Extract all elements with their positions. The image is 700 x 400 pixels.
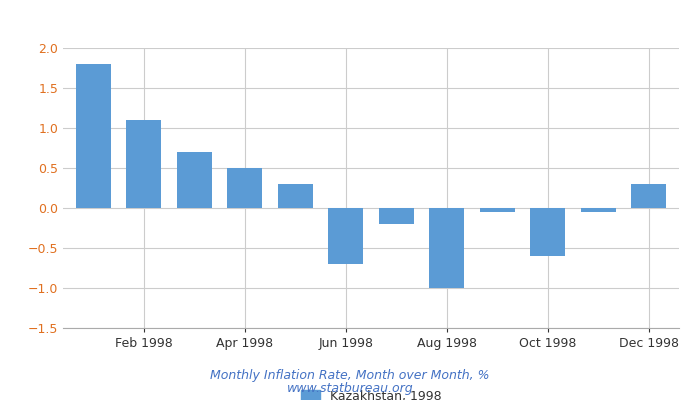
Bar [328, 208, 363, 264]
Bar [278, 184, 313, 208]
Bar [176, 152, 212, 208]
Bar [480, 208, 515, 212]
Bar [126, 120, 162, 208]
Bar [530, 208, 566, 256]
Bar [631, 184, 666, 208]
Bar [76, 64, 111, 208]
Text: www.statbureau.org: www.statbureau.org [287, 382, 413, 395]
Bar [580, 208, 616, 212]
Bar [429, 208, 464, 288]
Bar [379, 208, 414, 224]
Legend: Kazakhstan, 1998: Kazakhstan, 1998 [296, 385, 446, 400]
Text: Monthly Inflation Rate, Month over Month, %: Monthly Inflation Rate, Month over Month… [210, 369, 490, 382]
Bar [227, 168, 262, 208]
